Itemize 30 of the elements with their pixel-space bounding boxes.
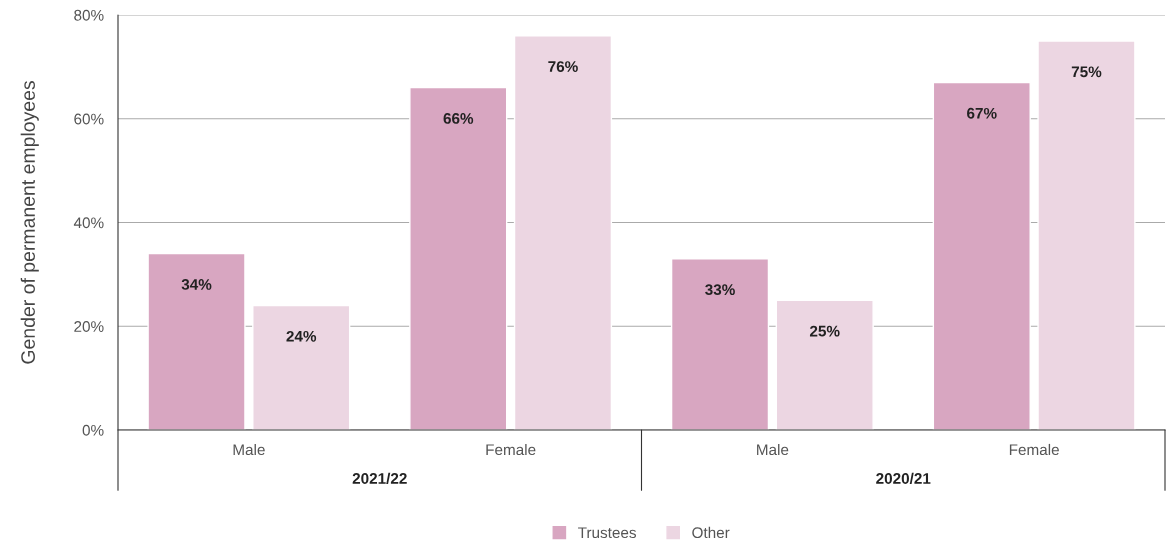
text: 2020/21 (876, 472, 931, 485)
y-axis-title: Gender of permanent employees (20, 81, 39, 364)
x-tick-label: Male (757, 443, 789, 456)
x-tick-label: Female (486, 443, 536, 456)
x-tick-label: Female (1009, 443, 1059, 456)
data-label: 75% (1071, 66, 1102, 78)
bar (147, 252, 246, 430)
data-label: 25% (809, 325, 840, 337)
legend-label: Other (692, 526, 730, 539)
y-tick-label: 20% (74, 321, 104, 332)
text: 2021/22 (352, 472, 407, 485)
bar (775, 299, 874, 430)
x-tick-label: Male (233, 443, 265, 456)
bar (513, 35, 613, 430)
y-tick-label: 0% (82, 424, 104, 436)
legend-label: Trustees (578, 527, 636, 539)
y-tick-label: 60% (74, 113, 104, 125)
data-label: 33% (705, 284, 735, 296)
bar (670, 258, 770, 430)
y-tick-label: 40% (73, 217, 104, 229)
bar (1037, 40, 1136, 430)
bar (932, 81, 1031, 430)
data-label: 34% (181, 279, 212, 290)
data-label: 67% (967, 107, 997, 119)
bar (409, 86, 508, 430)
bar (252, 304, 351, 430)
y-tick-label: 80% (74, 9, 104, 21)
data-label: 66% (443, 113, 474, 124)
data-label: 76% (548, 61, 578, 72)
data-label: 24% (286, 330, 317, 342)
